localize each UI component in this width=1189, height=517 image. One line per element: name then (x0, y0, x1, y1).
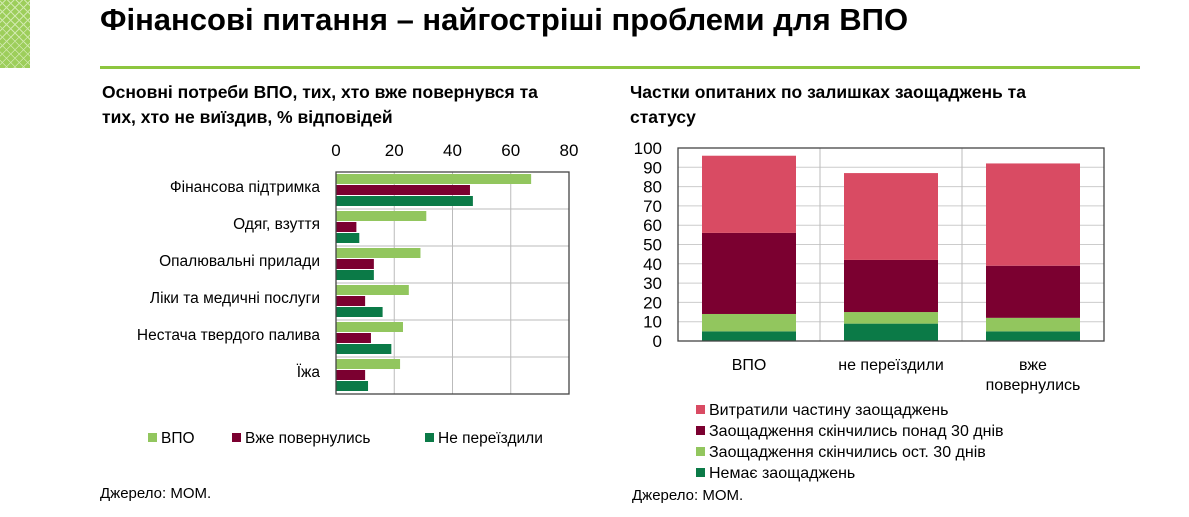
decorative-pattern (0, 0, 30, 68)
y-tick-label: 80 (643, 178, 662, 197)
bar-Вже повернулись (336, 222, 357, 232)
bar-segment-3 (986, 163, 1080, 266)
bar-Вже повернулись (336, 370, 366, 380)
x-tick-label: 20 (385, 141, 404, 160)
x-tick-label: 0 (331, 141, 340, 160)
y-tick-label: 0 (653, 332, 662, 351)
category-label: Опалювальні прилади (159, 253, 320, 270)
legend-label: Заощадження скінчились ост. 30 днів (709, 444, 986, 461)
page-title: Фінансові питання – найгостріші проблеми… (100, 2, 909, 37)
left-source: Джерело: МОМ. (100, 485, 212, 502)
legend-swatch (696, 468, 705, 477)
right-source: Джерело: МОМ. (632, 487, 744, 504)
legend-swatch (696, 426, 705, 435)
bar-ВПО (336, 174, 532, 184)
y-tick-label: 40 (643, 255, 662, 274)
category-label: Ліки та медичні послуги (150, 290, 320, 307)
legend-label: Витратили частину заощаджень (709, 402, 948, 419)
bar-Не переїздили (336, 196, 473, 206)
bar-Вже повернулись (336, 333, 371, 343)
bar-ВПО (336, 322, 403, 332)
bar-ВПО (336, 211, 427, 221)
y-tick-label: 90 (643, 158, 662, 177)
y-tick-label: 70 (643, 197, 662, 216)
category-label: повернулись (986, 377, 1081, 394)
legend-swatch (232, 433, 241, 442)
y-tick-label: 50 (643, 236, 662, 255)
legend-label: Немає заощаджень (709, 465, 855, 482)
bar-Не переїздили (336, 381, 369, 391)
bar-segment-1 (844, 312, 938, 324)
legend-label: Не переїздили (438, 430, 543, 447)
left-chart-title: Основні потреби ВПО, тих, хто вже поверн… (102, 82, 538, 127)
category-label: Їжа (297, 364, 321, 381)
bar-Не переїздили (336, 233, 360, 243)
bar-segment-3 (702, 155, 796, 233)
bar-ВПО (336, 248, 421, 258)
legend-swatch (696, 405, 705, 414)
category-label: вже (1019, 357, 1047, 374)
category-label: не переїздили (838, 357, 944, 374)
bar-segment-1 (986, 317, 1080, 332)
bar-ВПО (336, 359, 401, 369)
plot-frame (335, 171, 570, 395)
bar-Не переїздили (336, 270, 374, 280)
bar-segment-2 (702, 232, 796, 314)
legend-label: Вже повернулись (245, 430, 370, 447)
bar-Вже повернулись (336, 185, 470, 195)
bar-segment-0 (844, 323, 938, 341)
bar-segment-2 (986, 265, 1080, 318)
y-tick-label: 10 (643, 313, 662, 332)
plot-frame (677, 147, 1105, 342)
right-chart-title: Частки опитаних по залишках заощаджень т… (630, 82, 1026, 127)
y-tick-label: 60 (643, 216, 662, 235)
y-tick-label: 100 (634, 139, 662, 158)
bar-segment-3 (844, 173, 938, 260)
bar-Не переїздили (336, 307, 383, 317)
y-tick-label: 30 (643, 274, 662, 293)
y-tick-label: 20 (643, 293, 662, 312)
legend-swatch (696, 447, 705, 456)
x-tick-label: 60 (501, 141, 520, 160)
bar-Вже повернулись (336, 296, 366, 306)
title-divider (100, 66, 1140, 69)
bar-segment-1 (702, 313, 796, 332)
category-label: Нестача твердого палива (137, 327, 320, 344)
category-label: Одяг, взуття (233, 216, 320, 233)
x-tick-label: 80 (560, 141, 579, 160)
legend-swatch (148, 433, 157, 442)
bar-segment-0 (986, 331, 1080, 341)
category-label: ВПО (732, 357, 767, 374)
bar-ВПО (336, 285, 409, 295)
legend-swatch (425, 433, 434, 442)
bar-Вже повернулись (336, 259, 374, 269)
bar-segment-2 (844, 259, 938, 313)
bar-segment-0 (702, 331, 796, 341)
x-tick-label: 40 (443, 141, 462, 160)
bar-Не переїздили (336, 344, 392, 354)
legend-label: Заощадження скінчились понад 30 днів (709, 423, 1004, 440)
legend-label: ВПО (161, 430, 195, 447)
category-label: Фінансова підтримка (170, 179, 321, 196)
